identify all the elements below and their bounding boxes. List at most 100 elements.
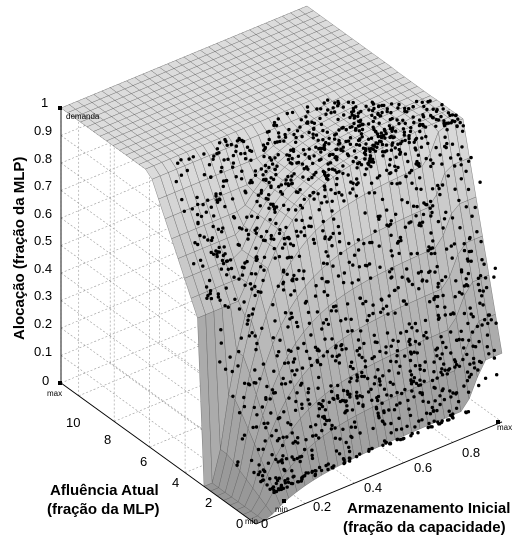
data-point [424, 411, 429, 415]
data-point [430, 405, 434, 410]
data-point [372, 191, 377, 195]
data-point [440, 183, 445, 187]
data-point [341, 145, 345, 149]
data-point [226, 157, 230, 161]
data-point [423, 360, 427, 364]
data-point [459, 163, 463, 167]
data-point [231, 394, 235, 398]
data-point [302, 226, 306, 230]
data-point [328, 161, 333, 165]
data-point [394, 168, 398, 173]
data-point [389, 102, 394, 106]
data-point [211, 224, 215, 229]
data-point [330, 167, 335, 171]
data-point [268, 397, 272, 401]
data-point [276, 487, 281, 491]
data-point [456, 117, 460, 121]
data-point [224, 286, 228, 290]
marker-max-x: max [497, 423, 512, 432]
data-point [258, 204, 262, 208]
data-point [354, 142, 359, 147]
data-point [458, 226, 462, 230]
data-point [326, 173, 330, 178]
data-point [351, 181, 355, 185]
data-point [237, 277, 241, 281]
data-point [226, 305, 230, 309]
data-point [344, 409, 348, 413]
data-point [259, 234, 263, 239]
data-point [422, 368, 426, 373]
data-point [375, 145, 379, 149]
data-point [334, 155, 338, 159]
data-point [291, 277, 295, 281]
data-point [268, 218, 272, 222]
data-point [401, 299, 406, 303]
data-point [222, 158, 226, 162]
data-point [405, 200, 410, 205]
data-point [428, 300, 432, 304]
data-point [421, 124, 425, 128]
data-point [232, 275, 236, 279]
z-tick-0: 0 [42, 373, 49, 388]
data-point [310, 470, 314, 474]
data-point [317, 158, 322, 162]
data-point [492, 348, 496, 353]
data-point [391, 338, 395, 342]
data-point [371, 303, 375, 307]
data-point [373, 229, 377, 233]
data-point [263, 439, 267, 443]
data-point [196, 220, 200, 225]
data-point [219, 328, 223, 332]
data-point [320, 428, 324, 433]
data-point [407, 134, 411, 138]
data-point [206, 293, 210, 298]
data-point [460, 338, 465, 342]
data-point [466, 410, 471, 414]
data-point [406, 398, 410, 403]
data-point [454, 392, 458, 396]
data-point [351, 366, 355, 371]
data-point [232, 216, 237, 220]
data-point [415, 251, 419, 256]
data-point [337, 452, 342, 456]
data-point [321, 354, 326, 358]
data-point [334, 182, 339, 187]
data-point [462, 384, 466, 388]
data-point [412, 120, 416, 125]
data-point [308, 216, 313, 220]
data-point [466, 390, 471, 394]
data-point [210, 236, 215, 240]
data-point [456, 399, 461, 404]
data-point [395, 118, 399, 122]
data-point [442, 119, 446, 123]
data-point [380, 103, 384, 108]
data-point [325, 176, 329, 181]
data-point [380, 401, 384, 405]
data-point [250, 312, 254, 316]
data-point [278, 228, 282, 232]
data-point [307, 130, 311, 135]
data-point [390, 254, 394, 258]
data-point [410, 181, 414, 185]
data-point [440, 352, 444, 356]
data-point [409, 252, 413, 256]
data-point [299, 454, 304, 459]
data-point [401, 127, 406, 131]
data-point [383, 150, 387, 154]
data-point [287, 153, 292, 158]
data-point [315, 310, 320, 314]
x-axis-title-line1: Armazenamento Inicial [347, 500, 510, 517]
data-point [267, 129, 271, 134]
marker-max-z: max [47, 389, 62, 398]
data-point [284, 225, 288, 230]
data-point [334, 346, 338, 350]
data-point [312, 197, 316, 201]
data-point [229, 142, 233, 147]
data-point [221, 226, 225, 230]
data-point [271, 204, 276, 208]
data-point [218, 298, 222, 302]
data-point [273, 210, 277, 214]
data-point [300, 406, 304, 410]
data-point [323, 337, 327, 341]
data-point [438, 356, 442, 361]
